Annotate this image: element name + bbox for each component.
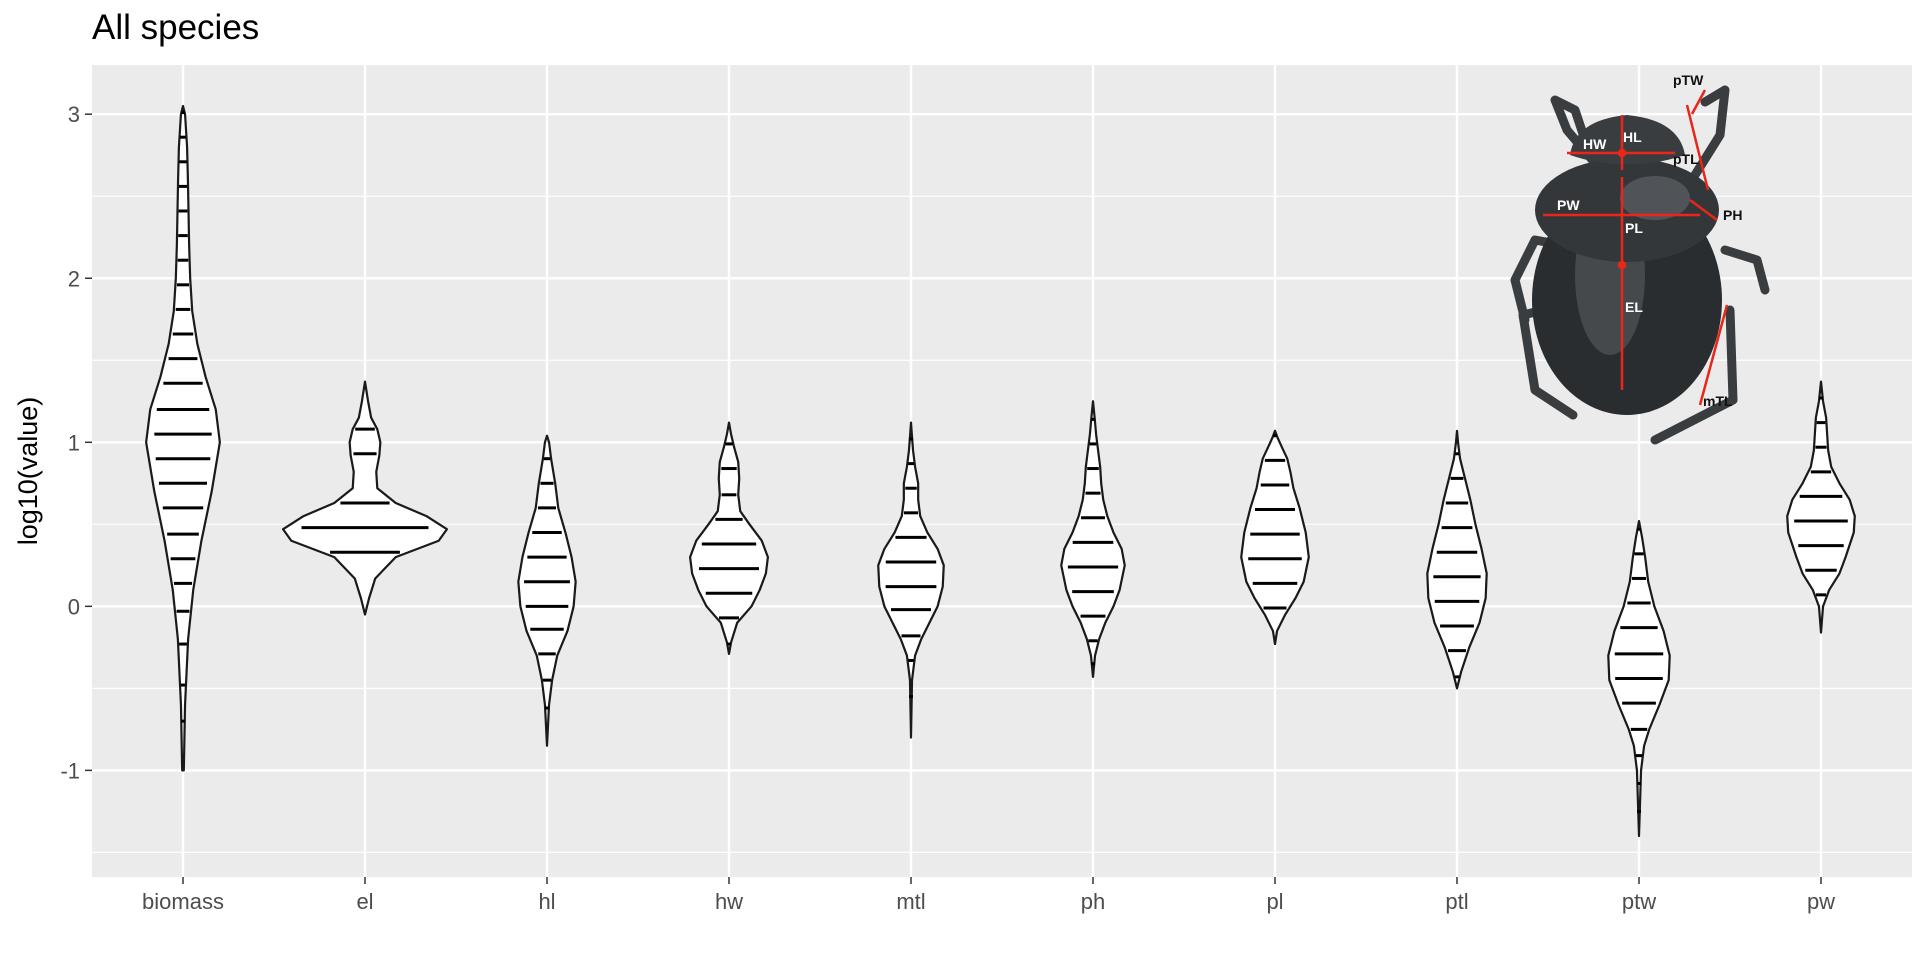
inset-label-hw: HW xyxy=(1583,136,1607,152)
y-tick-label: -1 xyxy=(60,758,80,783)
arrow-node-body xyxy=(1617,260,1627,270)
violin-ph xyxy=(1060,400,1126,678)
violin-mtl xyxy=(877,421,945,739)
violin-ptw xyxy=(1607,519,1671,838)
violins xyxy=(145,104,1856,838)
front-right-leg xyxy=(1690,85,1730,180)
inset-label-ph: PH xyxy=(1723,207,1742,223)
violin-body xyxy=(145,104,221,772)
y-tick-label: 1 xyxy=(68,430,80,455)
violin-body xyxy=(517,434,577,747)
y-axis-ticks: -1 0 1 2 3 xyxy=(60,102,92,783)
inset-label-hl: HL xyxy=(1623,129,1642,145)
beetle-inset-image: pTW HL HW pTL PW PH PL EL mTL xyxy=(1510,72,1770,445)
chart-title: All species xyxy=(92,8,260,47)
x-tick-label: ph xyxy=(1081,889,1105,914)
x-tick-label: pw xyxy=(1807,889,1835,914)
beetle-pronotum-shine xyxy=(1620,176,1690,220)
inset-label-ptw: pTW xyxy=(1673,72,1704,88)
mid-right-leg xyxy=(1720,245,1770,295)
inset-label-el: EL xyxy=(1625,299,1643,315)
arrow-ph xyxy=(1689,198,1718,222)
violin-body xyxy=(282,380,448,616)
x-axis-ticks: biomass el hl hw mtl ph pl ptl ptw pw xyxy=(142,877,1835,914)
violin-ptl xyxy=(1426,429,1488,690)
violin-body xyxy=(1240,429,1310,646)
violin-el xyxy=(282,380,448,616)
x-tick-label: ptw xyxy=(1622,889,1656,914)
y-axis-title: log10(value) xyxy=(13,397,43,546)
x-tick-label: hl xyxy=(538,889,555,914)
y-tick-label: 3 xyxy=(68,102,80,127)
violin-body xyxy=(1426,429,1488,690)
arrow-ptw xyxy=(1690,89,1707,115)
inset-label-pl: PL xyxy=(1625,220,1643,236)
y-tick-label: 0 xyxy=(68,594,80,619)
arrow-mtl xyxy=(1698,304,1729,406)
measurement-arrows xyxy=(1543,89,1729,406)
violin-body xyxy=(1060,400,1126,678)
inset-label-pw: PW xyxy=(1557,197,1580,213)
inset-label-ptl: pTL xyxy=(1673,151,1699,167)
violin-hl xyxy=(517,434,577,747)
x-tick-label: biomass xyxy=(142,889,224,914)
violin-hw xyxy=(689,421,769,656)
violin-body xyxy=(1786,380,1856,634)
inset-label-mtl: mTL xyxy=(1703,393,1733,409)
x-tick-label: hw xyxy=(715,889,743,914)
x-tick-label: mtl xyxy=(896,889,925,914)
violin-pl xyxy=(1240,429,1310,646)
x-tick-label: pl xyxy=(1266,889,1283,914)
violin-biomass xyxy=(145,104,221,772)
hind-right-leg xyxy=(1650,305,1738,445)
arrow-node-head xyxy=(1617,148,1627,158)
violin-pw xyxy=(1786,380,1856,634)
arrow-ptl xyxy=(1685,104,1710,191)
y-tick-label: 2 xyxy=(68,266,80,291)
x-tick-label: ptl xyxy=(1445,889,1468,914)
x-tick-label: el xyxy=(356,889,373,914)
violin-body xyxy=(877,421,945,739)
violin-body xyxy=(689,421,769,656)
